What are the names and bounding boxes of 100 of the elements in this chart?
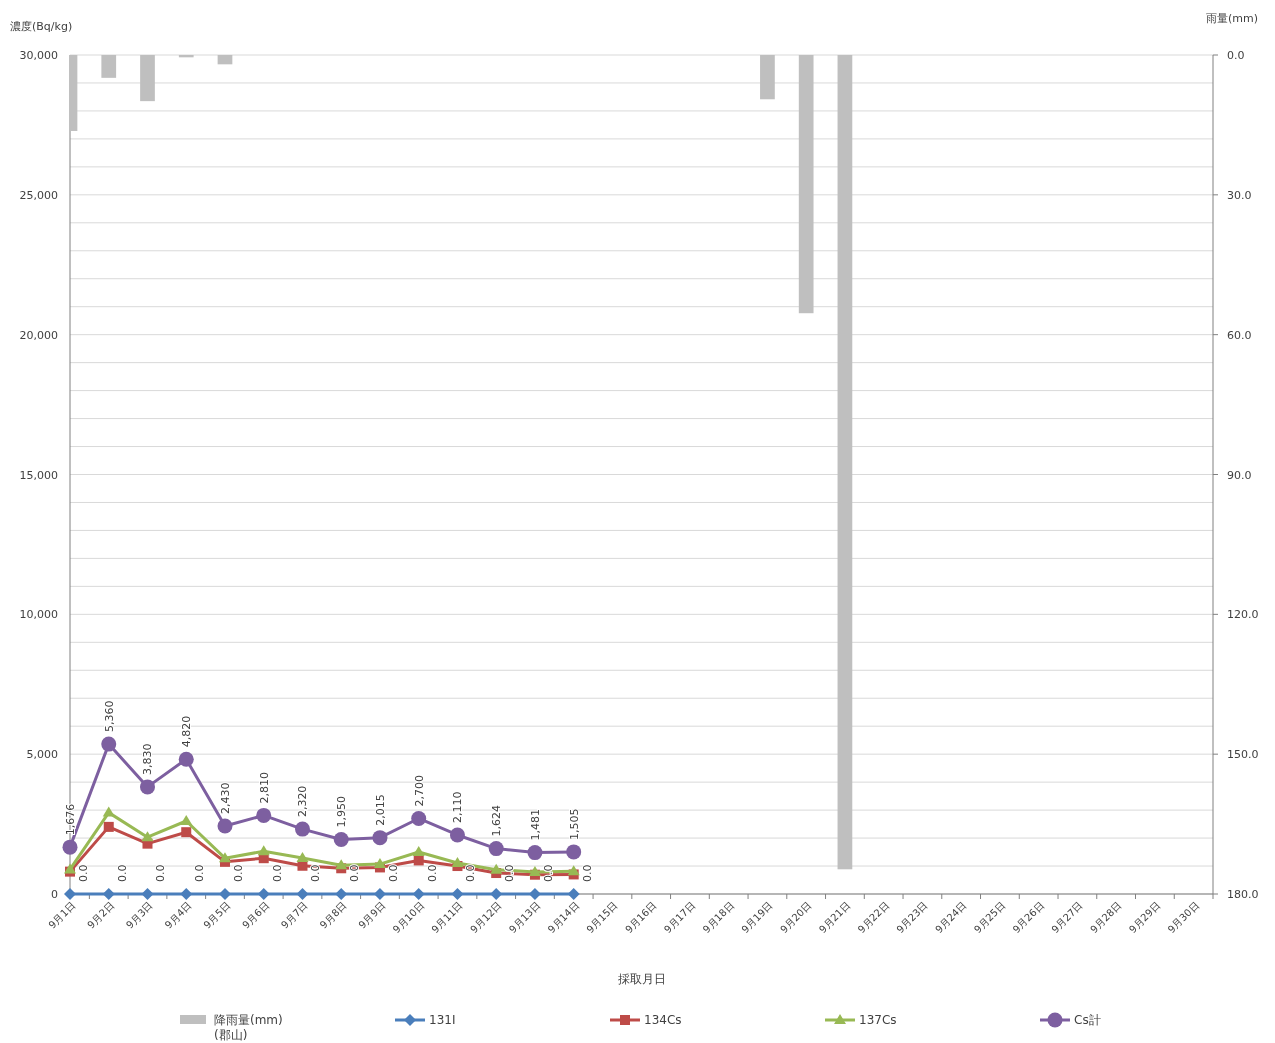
data-label: 0.0 <box>541 864 555 882</box>
x-tick-label: 9月11日 <box>429 899 465 936</box>
bar <box>837 55 853 870</box>
data-label: 0.0 <box>348 864 362 882</box>
y-tick-label: 25,000 <box>19 188 58 202</box>
data-label: 0.0 <box>270 864 284 882</box>
point <box>101 736 117 752</box>
x-tick-label: 9月7日 <box>278 899 310 931</box>
y2-tick-label: 180.0 <box>1227 888 1259 901</box>
point <box>217 818 233 834</box>
data-label: 3,830 <box>141 743 155 775</box>
x-tick-label: 9月12日 <box>468 899 504 936</box>
x-tick-label: 9月1日 <box>46 899 78 931</box>
data-label: 0.0 <box>193 864 207 882</box>
bar <box>101 55 117 78</box>
x-tick-label: 9月16日 <box>623 899 659 936</box>
point <box>178 751 194 767</box>
x-tick-label: 9月29日 <box>1126 899 1163 936</box>
x-tick-label: 9月17日 <box>661 899 698 936</box>
point <box>451 888 464 900</box>
bar <box>798 55 814 314</box>
y-axis-title: 濃度(Bq/kg) <box>10 20 73 33</box>
legend-label: Cs計 <box>1074 1013 1101 1027</box>
point <box>139 779 155 795</box>
point <box>297 860 308 871</box>
x-tick-label: 9月3日 <box>123 899 155 931</box>
data-label: 0.0 <box>464 864 478 882</box>
point <box>333 831 349 847</box>
data-label: 2,015 <box>373 794 387 826</box>
data-label: 1,481 <box>528 809 542 841</box>
data-label: 1,676 <box>64 803 77 836</box>
x-tick-label: 9月10日 <box>390 899 427 936</box>
point <box>257 845 270 856</box>
x-tick-label: 9月26日 <box>1010 899 1047 936</box>
y-tick-label: 0 <box>51 888 58 901</box>
point <box>335 859 348 870</box>
x-tick-label: 9月30日 <box>1165 899 1202 936</box>
point <box>451 856 464 867</box>
data-label: 1,950 <box>335 795 349 828</box>
x-tick-label: 9月6日 <box>240 899 272 931</box>
point <box>449 827 465 843</box>
x-tick-label: 9月21日 <box>816 899 853 936</box>
x-tick-label: 9月14日 <box>545 899 582 936</box>
y2-tick-label: 150.0 <box>1227 748 1259 762</box>
point <box>218 852 231 863</box>
x-axis-title: 採取月日 <box>617 972 666 986</box>
x-tick-label: 9月18日 <box>700 899 737 936</box>
bar <box>140 55 155 102</box>
point <box>296 888 309 900</box>
point <box>141 831 154 842</box>
point <box>527 845 543 861</box>
point <box>566 844 582 860</box>
point <box>528 865 541 876</box>
data-label: 2,810 <box>257 771 271 804</box>
data-label: 4,820 <box>180 715 194 748</box>
point <box>567 865 580 876</box>
bar <box>217 55 233 65</box>
point <box>373 858 386 869</box>
data-label: 0.0 <box>231 864 245 882</box>
point <box>180 815 193 826</box>
data-label: 0.0 <box>115 864 129 882</box>
point <box>412 846 425 857</box>
point <box>488 841 504 857</box>
x-tick-label: 9月24日 <box>933 899 969 936</box>
x-tick-label: 9月13日 <box>506 899 543 936</box>
y-tick-label: 15,000 <box>19 468 58 482</box>
data-label: 2,430 <box>218 782 232 815</box>
point <box>103 821 114 832</box>
point <box>141 888 154 900</box>
data-label: 1,624 <box>490 805 504 837</box>
point <box>64 888 76 900</box>
y2-tick-label: 60.0 <box>1227 328 1252 342</box>
legend-label: 降雨量(mm) (郡山) <box>214 1013 283 1042</box>
legend-label: 131I <box>429 1013 456 1027</box>
y-tick-label: 20,000 <box>19 328 58 342</box>
x-tick-label: 9月4日 <box>162 899 194 931</box>
y2-tick-label: 0.0 <box>1227 49 1245 62</box>
data-label: 2,700 <box>412 774 426 807</box>
data-label: 0.0 <box>386 864 400 882</box>
y2-tick-label: 90.0 <box>1227 468 1252 482</box>
x-tick-label: 9月27日 <box>1049 899 1085 936</box>
point <box>296 851 309 862</box>
x-tick-label: 9月19日 <box>739 899 775 936</box>
data-label: 2,110 <box>451 791 465 823</box>
data-label: 2,320 <box>296 785 310 818</box>
point <box>413 855 424 866</box>
x-tick-label: 9月28日 <box>1088 899 1124 936</box>
data-label: 0.0 <box>580 864 594 882</box>
x-tick-label: 9月22日 <box>855 899 892 936</box>
point <box>372 830 388 846</box>
data-label: 1,505 <box>567 808 581 840</box>
data-label: 0.0 <box>77 864 90 882</box>
y-tick-label: 10,000 <box>19 608 58 622</box>
x-tick-label: 9月25日 <box>971 899 1008 936</box>
point <box>256 807 272 823</box>
point <box>102 806 115 817</box>
data-label: 0.0 <box>503 864 517 882</box>
y-tick-label: 30,000 <box>19 49 58 62</box>
point <box>411 810 427 826</box>
data-label: 0.0 <box>425 864 439 882</box>
